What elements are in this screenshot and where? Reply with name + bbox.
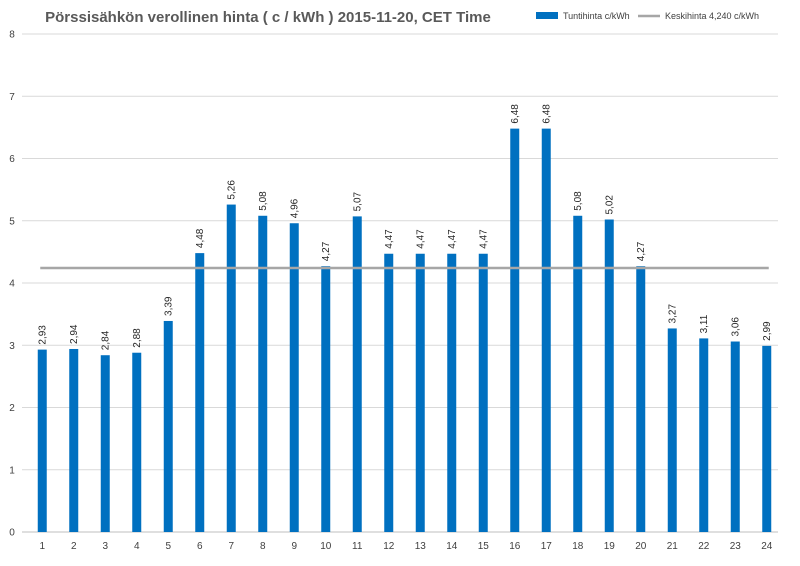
bar [510, 128, 520, 532]
y-tick-label: 3 [9, 341, 15, 352]
bar [667, 328, 677, 532]
x-tick-label: 11 [352, 541, 363, 552]
y-tick-label: 1 [9, 465, 15, 476]
x-tick-label: 3 [102, 541, 108, 552]
data-label: 4,96 [290, 198, 301, 218]
data-label: 4,47 [416, 229, 427, 249]
x-tick-label: 2 [71, 541, 77, 552]
bar [258, 215, 268, 532]
x-tick-label: 16 [509, 541, 521, 552]
bar [447, 253, 457, 532]
y-tick-label: 0 [9, 528, 15, 539]
data-label: 6,48 [510, 104, 521, 124]
legend-label-line: Keskihinta 4,240 c/kWh [665, 11, 759, 21]
data-label: 5,02 [605, 195, 616, 215]
x-tick-label: 17 [541, 541, 553, 552]
bar [195, 253, 205, 532]
chart-title: Pörssisähkön verollinen hinta ( c / kWh … [45, 9, 491, 26]
legend-swatch-bar [536, 12, 558, 19]
y-tick-label: 7 [9, 92, 15, 103]
bar [762, 345, 772, 532]
x-tick-label: 18 [572, 541, 584, 552]
data-label: 3,39 [164, 296, 175, 316]
data-label: 2,99 [762, 321, 773, 341]
bar [321, 266, 331, 532]
x-tick-label: 24 [761, 541, 773, 552]
data-label: 5,08 [258, 191, 269, 211]
data-label: 3,11 [699, 314, 710, 333]
x-tick-label: 19 [604, 541, 616, 552]
legend: Tuntihinta c/kWh Keskihinta 4,240 c/kWh [536, 11, 759, 21]
data-label: 2,93 [38, 325, 49, 345]
x-tick-label: 12 [383, 541, 395, 552]
data-label: 4,48 [195, 228, 206, 248]
x-tick-label: 9 [291, 541, 297, 552]
bar [132, 352, 142, 532]
data-label: 4,27 [321, 241, 332, 261]
data-label: 4,27 [636, 241, 647, 261]
x-tick-label: 7 [228, 541, 234, 552]
bar [352, 216, 362, 532]
bar [289, 223, 299, 533]
bar [69, 348, 79, 532]
data-label: 5,08 [573, 191, 584, 211]
data-label: 4,47 [384, 229, 395, 249]
x-tick-label: 20 [635, 541, 647, 552]
data-label: 2,84 [101, 330, 112, 350]
x-tick-label: 23 [730, 541, 742, 552]
y-tick-label: 6 [9, 154, 15, 165]
bar [100, 355, 110, 532]
x-tick-label: 6 [197, 541, 203, 552]
data-label: 2,94 [69, 324, 80, 344]
data-label: 5,07 [353, 191, 364, 211]
bar [730, 341, 740, 532]
data-label: 3,27 [668, 304, 679, 324]
bar [699, 338, 709, 532]
data-label: 4,47 [479, 229, 490, 249]
data-label: 2,88 [132, 328, 143, 348]
bar [226, 204, 236, 532]
x-tick-label: 15 [478, 541, 490, 552]
x-tick-label: 13 [415, 541, 427, 552]
y-tick-label: 8 [9, 30, 15, 41]
x-tick-label: 4 [134, 541, 140, 552]
x-tick-label: 8 [260, 541, 266, 552]
y-tick-label: 2 [9, 403, 15, 414]
data-label: 5,26 [227, 180, 238, 200]
x-tick-label: 1 [39, 541, 45, 552]
x-tick-label: 21 [667, 541, 679, 552]
bar [415, 253, 425, 532]
bar [478, 253, 488, 532]
bar [37, 349, 47, 532]
x-axis-ticks: 1 2 3 4 5 6 7 8 9 10 11 12 13 14 15 16 17 18 19 20 21 22 23 24 [39, 541, 772, 552]
y-axis-ticks: 0 1 2 3 4 5 6 7 8 [9, 30, 15, 539]
y-tick-label: 5 [9, 216, 15, 227]
bar [573, 215, 583, 532]
x-tick-label: 10 [320, 541, 332, 552]
x-tick-label: 22 [698, 541, 710, 552]
bars [37, 128, 772, 533]
bar [636, 266, 646, 532]
bar [604, 219, 614, 532]
data-label: 4,47 [447, 229, 458, 249]
data-labels: 2,93 2,94 2,84 2,88 3,39 4,48 5,26 5,08 4,96 4,27… [38, 104, 774, 350]
legend-label-bar: Tuntihinta c/kWh [563, 11, 630, 21]
bar [384, 253, 394, 532]
gridlines [22, 33, 778, 533]
y-tick-label: 4 [9, 279, 15, 290]
bar [541, 128, 551, 532]
bar [163, 320, 173, 532]
data-label: 3,06 [731, 317, 742, 337]
x-tick-label: 5 [165, 541, 171, 552]
data-label: 6,48 [542, 104, 553, 124]
x-tick-label: 14 [446, 541, 458, 552]
